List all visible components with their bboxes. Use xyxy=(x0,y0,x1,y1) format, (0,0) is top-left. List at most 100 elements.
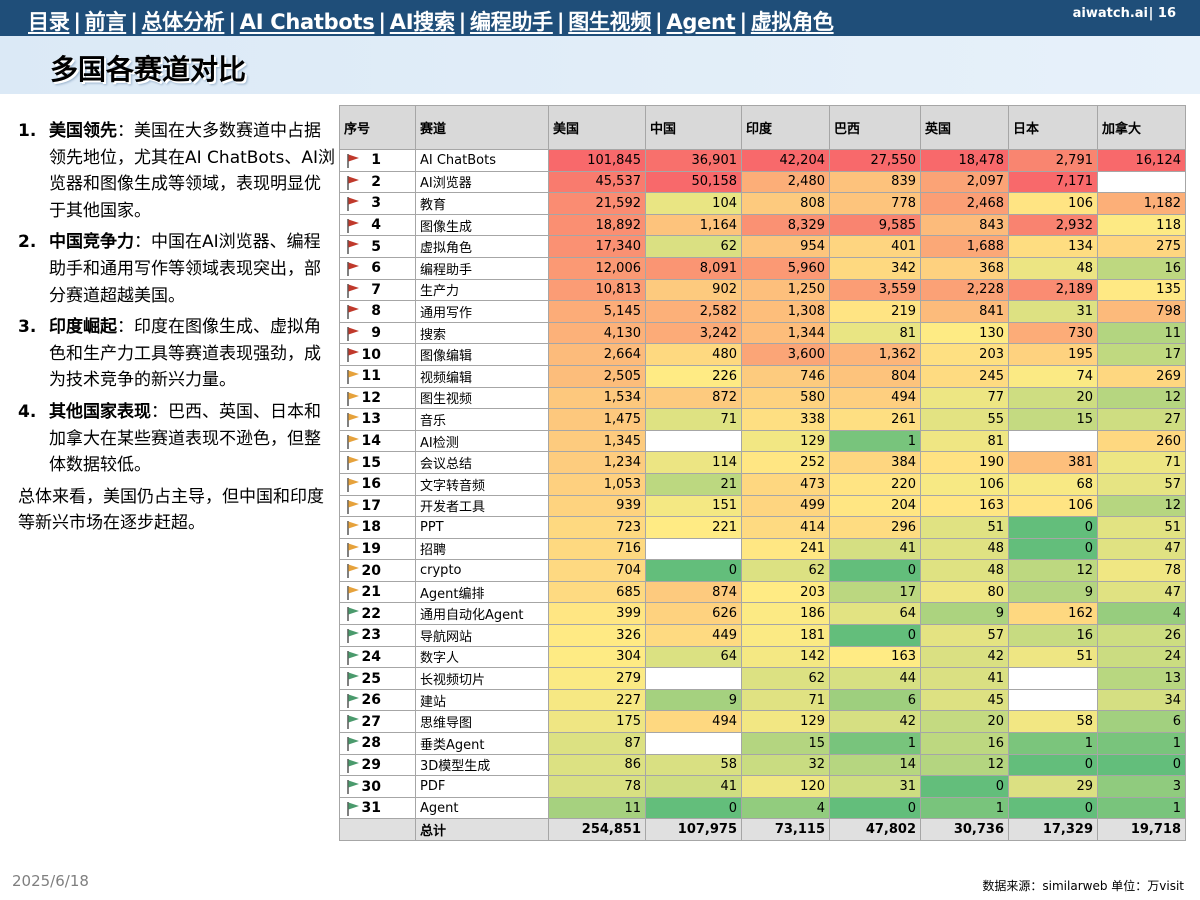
value-cell: 1 xyxy=(1008,732,1098,755)
value-cell xyxy=(645,429,742,453)
nav-item[interactable]: 图生视频 xyxy=(568,10,652,34)
value-cell: 220 xyxy=(829,472,921,496)
track-name: 招聘 xyxy=(415,537,549,561)
value-cell: 26 xyxy=(1097,624,1186,647)
value-cell: 31 xyxy=(829,775,921,798)
row-index: 24 xyxy=(361,648,381,665)
value-cell: 74 xyxy=(1008,364,1098,388)
track-name: AI检测 xyxy=(415,429,549,453)
flag-icon xyxy=(347,672,359,687)
row-index-cell: 6 xyxy=(339,256,416,280)
value-cell: 0 xyxy=(829,559,921,582)
value-cell: 106 xyxy=(920,472,1009,496)
table-row: 20 crypto 704 0 62 0 48 12 78 xyxy=(339,559,1186,582)
value-cell: 195 xyxy=(1008,343,1098,366)
value-cell xyxy=(645,732,742,755)
track-name: 数字人 xyxy=(415,645,549,669)
row-index: 1 xyxy=(371,152,381,169)
table-row: 25 长视频切片 279 62 44 41 13 xyxy=(339,667,1186,690)
value-cell: 1,362 xyxy=(829,343,921,366)
nav-item[interactable]: 目录 xyxy=(28,10,70,34)
row-index-cell: 14 xyxy=(339,429,416,453)
bullet-item: 3. 印度崛起：印度在图像生成、虚拟角色和生产力工具等赛道表现强劲，成为技术竞争的… xyxy=(18,314,336,394)
value-cell: 1,053 xyxy=(548,472,646,496)
value-cell: 57 xyxy=(920,624,1009,647)
table-row: 17 开发者工具 939 151 499 204 163 106 12 xyxy=(339,494,1186,518)
value-cell: 449 xyxy=(645,624,742,647)
flag-icon xyxy=(347,240,359,255)
flag-icon xyxy=(347,261,359,276)
top-nav-bar xyxy=(0,0,1200,36)
top-nav: 目录 | 前言 | 总体分析 | AI Chatbots | AI搜索 | 编程助手 | 图生视频 | Ag… xyxy=(28,6,834,36)
nav-item[interactable]: AI搜索 xyxy=(389,10,455,34)
value-cell: 480 xyxy=(645,343,742,366)
value-cell: 1,475 xyxy=(548,408,646,431)
track-name: 音乐 xyxy=(415,408,549,431)
nav-separator: | xyxy=(228,10,236,34)
flag-icon xyxy=(347,737,359,752)
value-cell: 48 xyxy=(1008,256,1098,280)
table-row: 10 图像编辑 2,664 480 3,600 1,362 203 195 17 xyxy=(339,343,1186,366)
value-cell: 44 xyxy=(829,667,921,690)
nav-item[interactable]: 前言 xyxy=(84,10,127,34)
column-header: 美国 xyxy=(548,105,646,150)
value-cell: 163 xyxy=(829,645,921,669)
column-header: 中国 xyxy=(645,105,742,150)
bullet-text: ：中国在AI浏览器、编程助手和通用写作等领域表现突出，部分赛道超越美国。 xyxy=(49,232,321,306)
nav-item[interactable]: 虚拟角色 xyxy=(750,10,834,34)
value-cell: 21 xyxy=(645,472,742,496)
track-name: AI浏览器 xyxy=(415,170,549,194)
value-cell: 399 xyxy=(548,602,646,626)
value-cell: 203 xyxy=(920,343,1009,366)
row-index: 18 xyxy=(361,519,381,536)
value-cell: 7,171 xyxy=(1008,170,1098,194)
value-cell: 151 xyxy=(645,494,742,518)
value-cell: 580 xyxy=(741,386,830,410)
value-cell: 12 xyxy=(1097,386,1186,410)
value-cell: 1 xyxy=(1097,732,1186,755)
value-cell: 2,664 xyxy=(548,343,646,366)
nav-item[interactable]: Agent xyxy=(666,10,736,34)
flag-icon xyxy=(347,542,359,557)
table-body: 1 AI ChatBots 101,845 36,901 42,204 27,550 18,… xyxy=(339,149,1186,820)
value-cell: 3,600 xyxy=(741,343,830,366)
total-value: 30,736 xyxy=(920,818,1009,841)
value-cell: 2,505 xyxy=(548,364,646,388)
title-bar xyxy=(0,36,1200,94)
value-cell: 71 xyxy=(1097,451,1186,474)
value-cell: 186 xyxy=(741,602,830,626)
nav-item[interactable]: 总体分析 xyxy=(141,10,225,34)
flag-icon xyxy=(347,305,359,320)
value-cell xyxy=(1008,688,1098,712)
value-cell: 2,228 xyxy=(920,278,1009,302)
value-cell: 872 xyxy=(645,386,742,410)
nav-item[interactable]: AI Chatbots xyxy=(239,10,375,34)
value-cell: 499 xyxy=(741,494,830,518)
value-cell: 730 xyxy=(1008,321,1098,345)
comparison-table: 序号 赛道 美国 中国 印度 巴西 英国 日本 加拿大 1 AI ChatBots 101,845 3… xyxy=(339,105,1186,841)
value-cell: 808 xyxy=(741,192,830,215)
value-cell: 11 xyxy=(1097,321,1186,345)
total-value: 73,115 xyxy=(741,818,830,841)
value-cell: 8,091 xyxy=(645,256,742,280)
value-cell: 2,189 xyxy=(1008,278,1098,302)
value-cell: 80 xyxy=(920,580,1009,604)
flag-icon xyxy=(347,197,359,212)
row-index: 7 xyxy=(371,281,381,298)
value-cell: 6 xyxy=(829,688,921,712)
table-total-row: 总计 254,851 107,975 73,115 47,802 30,736 17,329… xyxy=(339,818,1186,841)
value-cell: 48 xyxy=(920,537,1009,561)
value-cell: 342 xyxy=(829,256,921,280)
value-cell: 42,204 xyxy=(741,149,830,172)
value-cell: 118 xyxy=(1097,213,1186,237)
track-name: 通用自动化Agent xyxy=(415,602,549,626)
value-cell: 3,559 xyxy=(829,278,921,302)
track-name: 导航网站 xyxy=(415,624,549,647)
track-name: Agent xyxy=(415,796,549,820)
value-cell: 57 xyxy=(1097,472,1186,496)
track-name: 图像编辑 xyxy=(415,343,549,366)
nav-item[interactable]: 编程助手 xyxy=(470,10,553,34)
value-cell: 902 xyxy=(645,278,742,302)
value-cell: 1,164 xyxy=(645,213,742,237)
table-row: 21 Agent编排 685 874 203 17 80 9 47 xyxy=(339,580,1186,604)
